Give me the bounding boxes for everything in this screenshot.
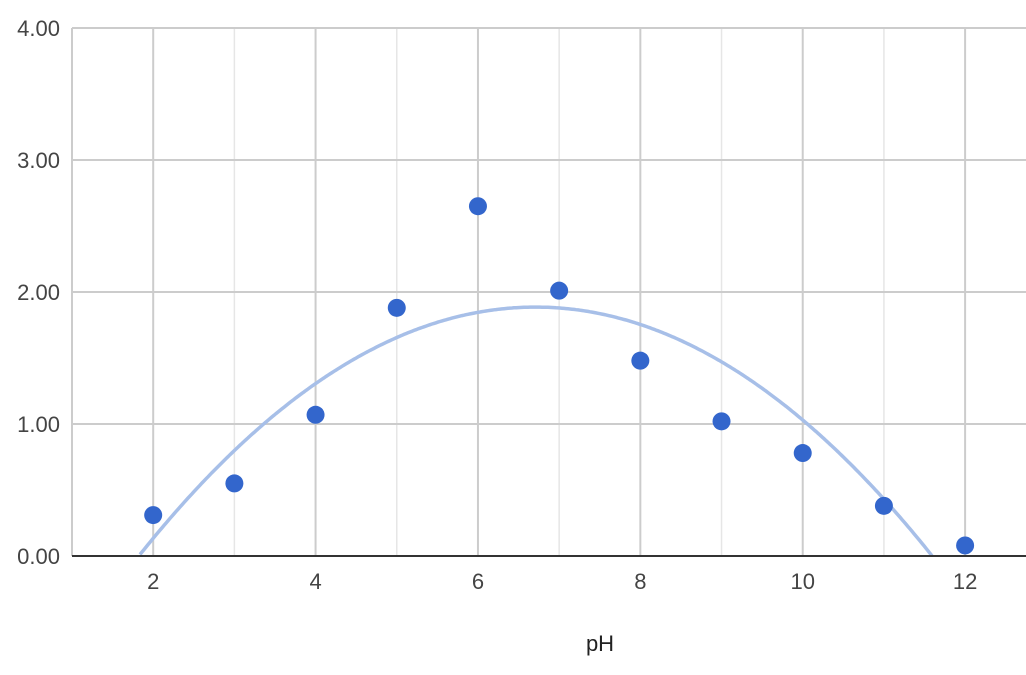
- x-tick-label: 6: [472, 569, 484, 594]
- data-points: [144, 197, 975, 555]
- data-point: [793, 444, 812, 463]
- y-tick-label: 0.00: [17, 544, 60, 569]
- data-point: [712, 412, 731, 431]
- x-tick-label: 12: [953, 569, 977, 594]
- trendline-layer: [138, 305, 934, 557]
- x-tick-label: 10: [790, 569, 814, 594]
- x-tick-label: 8: [634, 569, 646, 594]
- data-point: [874, 496, 893, 515]
- data-point: [225, 474, 244, 493]
- y-tick-label: 3.00: [17, 148, 60, 173]
- y-tick-label: 4.00: [17, 16, 60, 41]
- grid-lines: [71, 27, 1026, 556]
- x-axis-title: pH: [586, 631, 614, 656]
- data-point: [631, 351, 650, 370]
- data-point: [144, 506, 163, 525]
- y-tick-label: 2.00: [17, 280, 60, 305]
- data-point: [550, 281, 569, 300]
- data-point: [468, 197, 487, 216]
- x-tick-label: 2: [147, 569, 159, 594]
- tick-labels: 0.00 1.00 2.00 3.00 4.00 2 4 6 8 10 12: [17, 16, 977, 594]
- data-point: [956, 536, 975, 555]
- x-tick-label: 4: [309, 569, 321, 594]
- y-tick-label: 1.00: [17, 412, 60, 437]
- data-point: [387, 298, 406, 317]
- data-point: [306, 405, 325, 424]
- trendline: [138, 305, 934, 557]
